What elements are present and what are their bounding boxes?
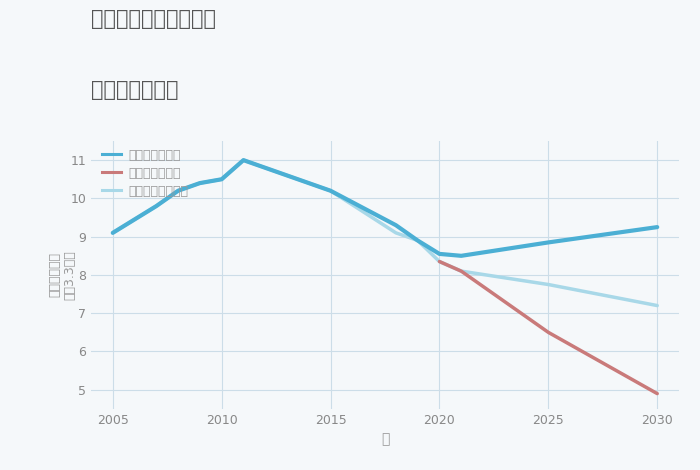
Legend: グッドシナリオ, バッドシナリオ, ノーマルシナリオ: グッドシナリオ, バッドシナリオ, ノーマルシナリオ: [97, 144, 193, 203]
Y-axis label: 単価（万円）
平（3.3㎡）: 単価（万円） 平（3.3㎡）: [48, 250, 76, 300]
X-axis label: 年: 年: [381, 432, 389, 446]
Text: 三重県鈴鹿市御薗町の: 三重県鈴鹿市御薗町の: [91, 9, 216, 30]
Text: 土地の価格推移: 土地の価格推移: [91, 80, 178, 100]
